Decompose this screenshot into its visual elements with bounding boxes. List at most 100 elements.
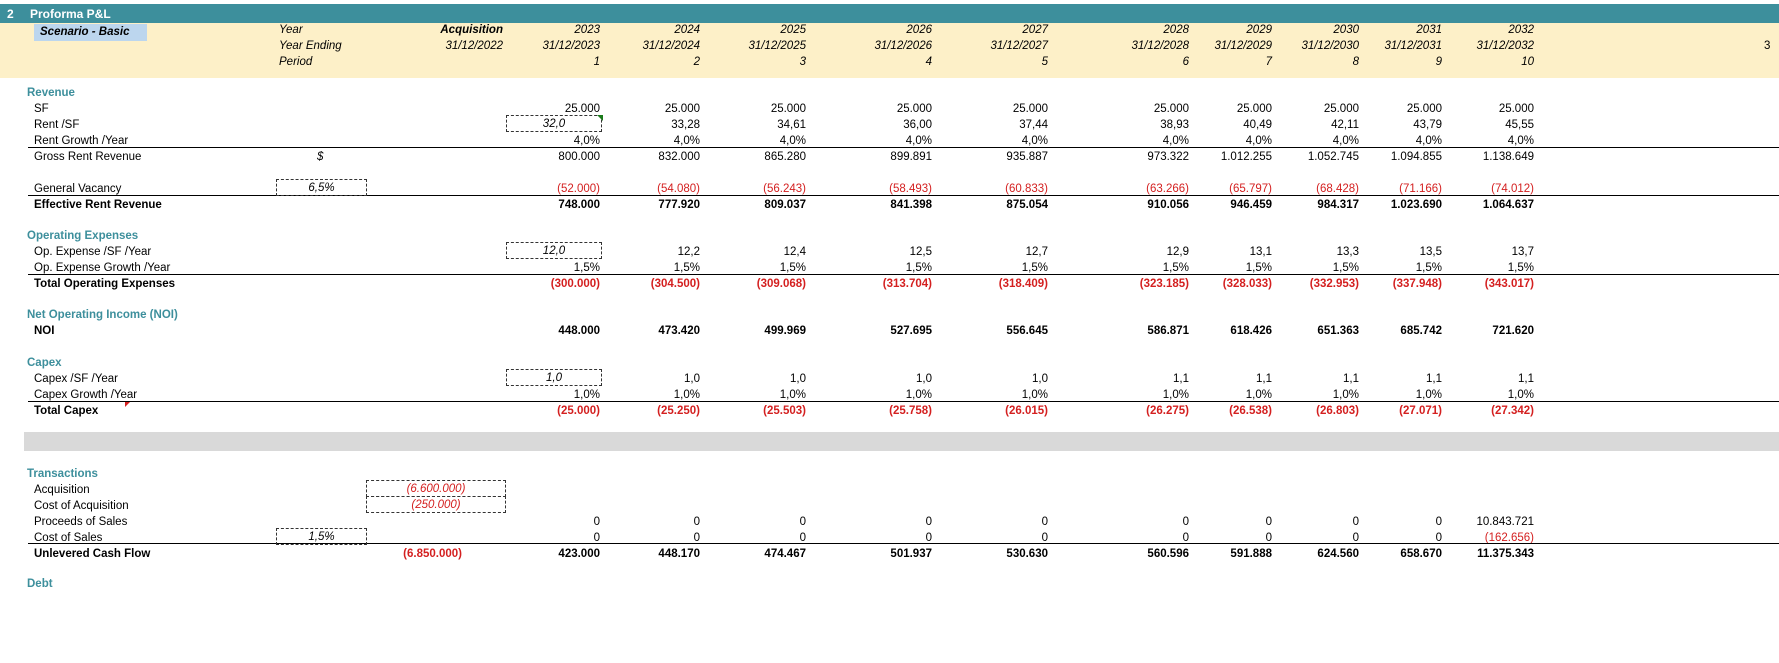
cell-value[interactable]: 0 bbox=[1182, 516, 1189, 528]
cell-value[interactable]: 0 bbox=[1435, 532, 1442, 544]
cell-value[interactable]: 748.000 bbox=[558, 199, 600, 211]
cell-value[interactable]: 1,1 bbox=[1173, 373, 1189, 385]
cell-value[interactable]: 556.645 bbox=[1006, 325, 1048, 337]
cell-value[interactable]: 423.000 bbox=[558, 548, 600, 560]
cell-value[interactable]: 721.620 bbox=[1492, 325, 1534, 337]
cell-value[interactable]: (68.428) bbox=[1316, 183, 1359, 195]
cell-value[interactable]: 4,0% bbox=[1021, 135, 1048, 147]
cell-value[interactable]: 25.000 bbox=[1498, 103, 1534, 115]
cell-value[interactable]: 25.000 bbox=[1323, 103, 1359, 115]
cell-value[interactable]: 1,1 bbox=[1343, 373, 1359, 385]
cell-value[interactable]: (337.948) bbox=[1392, 278, 1442, 290]
cell-value[interactable]: (328.033) bbox=[1222, 278, 1272, 290]
cell-value[interactable]: 1.064.637 bbox=[1482, 199, 1534, 211]
cell-value[interactable]: 25.000 bbox=[770, 103, 806, 115]
cell-value[interactable]: 0 bbox=[1182, 532, 1189, 544]
cell-value[interactable]: (26.015) bbox=[1005, 405, 1048, 417]
cell-value[interactable]: 25.000 bbox=[564, 103, 600, 115]
cell-value[interactable]: 973.322 bbox=[1147, 151, 1189, 163]
cell-value[interactable]: (26.803) bbox=[1316, 405, 1359, 417]
cell-value[interactable]: 0 bbox=[1041, 532, 1048, 544]
cell-value[interactable]: 4,0% bbox=[905, 135, 932, 147]
cell-value[interactable]: 832.000 bbox=[658, 151, 700, 163]
cell-value[interactable]: 946.459 bbox=[1230, 199, 1272, 211]
cell-value[interactable]: 0 bbox=[1265, 532, 1272, 544]
cell-value[interactable]: (6.850.000) bbox=[403, 548, 462, 560]
cell-value[interactable]: 1,5% bbox=[1507, 262, 1534, 274]
cell-value[interactable]: 1.012.255 bbox=[1220, 151, 1272, 163]
cell-value[interactable]: 0 bbox=[693, 516, 700, 528]
cell-value[interactable]: 658.670 bbox=[1400, 548, 1442, 560]
cell-value[interactable]: 12,2 bbox=[677, 246, 700, 258]
cell-value[interactable]: 1,0% bbox=[779, 389, 806, 401]
cell-value[interactable]: 38,93 bbox=[1160, 119, 1189, 131]
cell-value[interactable]: 4,0% bbox=[1415, 135, 1442, 147]
cell-value[interactable]: 1,5% bbox=[1162, 262, 1189, 274]
cell-value[interactable]: 1,0 bbox=[1032, 373, 1048, 385]
cell-value[interactable]: 935.887 bbox=[1006, 151, 1048, 163]
cell-value[interactable]: (309.068) bbox=[756, 278, 806, 290]
cell-value[interactable]: (27.071) bbox=[1399, 405, 1442, 417]
cell-value[interactable]: 1,5% bbox=[573, 262, 600, 274]
cell-value[interactable]: 25.000 bbox=[1236, 103, 1272, 115]
cell-value[interactable]: (65.797) bbox=[1229, 183, 1272, 195]
cell-value[interactable]: 1,1 bbox=[1256, 373, 1272, 385]
cell-value[interactable]: 1.138.649 bbox=[1482, 151, 1534, 163]
capex-sf-input[interactable]: 1,0 bbox=[506, 369, 602, 386]
cell-value[interactable]: 1,0% bbox=[1245, 389, 1272, 401]
cell-value[interactable]: 0 bbox=[1352, 516, 1359, 528]
cell-value[interactable]: 0 bbox=[1352, 532, 1359, 544]
cell-value[interactable]: (25.000) bbox=[557, 405, 600, 417]
cell-value[interactable]: (26.275) bbox=[1146, 405, 1189, 417]
cell-value[interactable]: 800.000 bbox=[558, 151, 600, 163]
cell-value[interactable]: 11.375.343 bbox=[1477, 548, 1534, 560]
cell-value[interactable]: (27.342) bbox=[1491, 405, 1534, 417]
cell-value[interactable]: (63.266) bbox=[1146, 183, 1189, 195]
cell-value[interactable]: 448.170 bbox=[658, 548, 700, 560]
cell-value[interactable]: 624.560 bbox=[1317, 548, 1359, 560]
cell-value[interactable]: 591.888 bbox=[1230, 548, 1272, 560]
cell-value[interactable]: (25.250) bbox=[657, 405, 700, 417]
cell-value[interactable]: 1,0 bbox=[916, 373, 932, 385]
cell-value[interactable]: 910.056 bbox=[1147, 199, 1189, 211]
cell-value[interactable]: 1,0% bbox=[1415, 389, 1442, 401]
cell-value[interactable]: 42,11 bbox=[1331, 119, 1359, 131]
cell-value[interactable]: 12,7 bbox=[1025, 246, 1048, 258]
cell-value[interactable]: 4,0% bbox=[1162, 135, 1189, 147]
cell-value[interactable]: 12,5 bbox=[909, 246, 932, 258]
cell-value[interactable]: 984.317 bbox=[1317, 199, 1359, 211]
cell-value[interactable]: 4,0% bbox=[1245, 135, 1272, 147]
cell-value[interactable]: 1,1 bbox=[1426, 373, 1442, 385]
cell-value[interactable]: 4,0% bbox=[1332, 135, 1359, 147]
cell-value[interactable]: 0 bbox=[1435, 516, 1442, 528]
cell-value[interactable]: 1,0% bbox=[905, 389, 932, 401]
cell-value[interactable]: 560.596 bbox=[1147, 548, 1189, 560]
cell-value[interactable]: (318.409) bbox=[998, 278, 1048, 290]
cell-value[interactable]: (162.656) bbox=[1484, 532, 1534, 544]
cost-of-sales-input[interactable]: 1,5% bbox=[276, 528, 367, 545]
cell-value[interactable]: (58.493) bbox=[889, 183, 932, 195]
cell-value[interactable]: 4,0% bbox=[779, 135, 806, 147]
cell-value[interactable]: 12,4 bbox=[783, 246, 806, 258]
cell-value[interactable]: (300.000) bbox=[550, 278, 600, 290]
cell-value[interactable]: 865.280 bbox=[764, 151, 806, 163]
cell-value[interactable]: 25.000 bbox=[1406, 103, 1442, 115]
cell-value[interactable]: 1,5% bbox=[905, 262, 932, 274]
scenario-selector[interactable]: Scenario - Basic bbox=[34, 24, 147, 41]
cell-value[interactable]: 40,49 bbox=[1243, 119, 1272, 131]
cell-value[interactable]: 1,5% bbox=[673, 262, 700, 274]
cell-value[interactable]: 4,0% bbox=[573, 135, 600, 147]
cell-value[interactable]: 10.843.721 bbox=[1476, 516, 1534, 528]
cell-value[interactable]: 586.871 bbox=[1147, 325, 1189, 337]
cell-value[interactable]: 13,3 bbox=[1336, 246, 1359, 258]
cell-value[interactable]: (304.500) bbox=[650, 278, 700, 290]
rent-sf-input[interactable]: 32,0 bbox=[506, 115, 602, 132]
cell-value[interactable]: 1.023.690 bbox=[1390, 199, 1442, 211]
cell-value[interactable]: 45,55 bbox=[1505, 119, 1534, 131]
cell-value[interactable]: 0 bbox=[1265, 516, 1272, 528]
cell-value[interactable]: 1,0% bbox=[573, 389, 600, 401]
cost-of-acquisition-input[interactable]: (250.000) bbox=[366, 496, 506, 513]
cell-value[interactable]: 37,44 bbox=[1019, 119, 1048, 131]
cell-value[interactable]: 1.094.855 bbox=[1390, 151, 1442, 163]
cell-value[interactable]: (323.185) bbox=[1139, 278, 1189, 290]
